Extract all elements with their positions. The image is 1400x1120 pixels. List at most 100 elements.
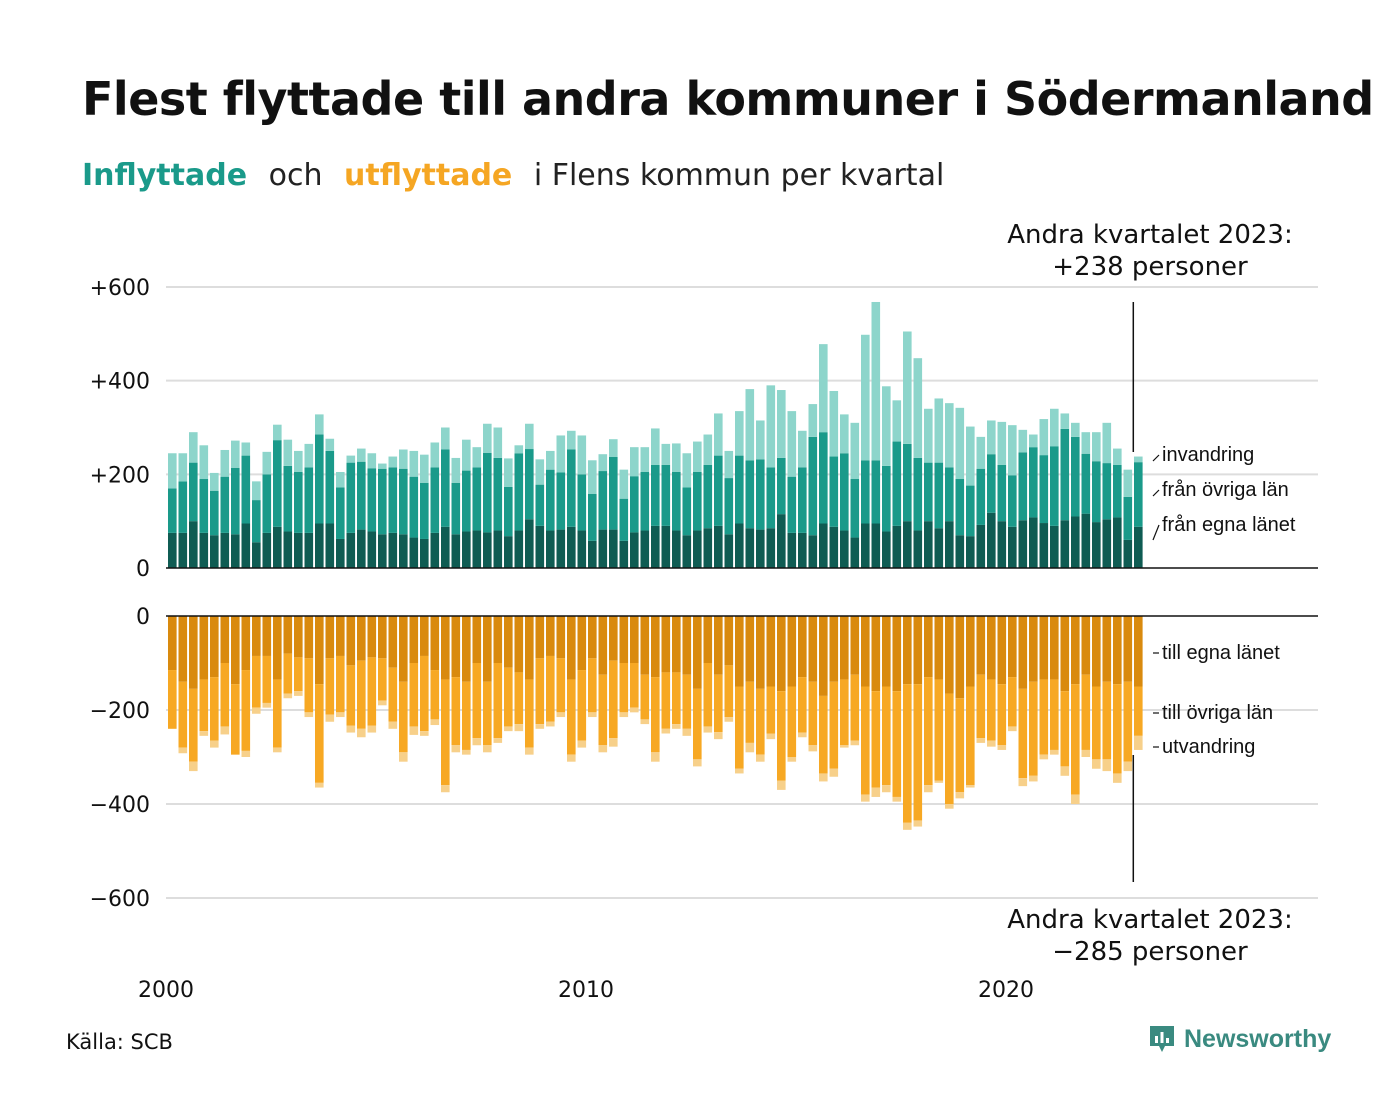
bar-in-invandring bbox=[420, 454, 429, 483]
bar-out-ovriga-lan bbox=[840, 679, 849, 746]
bar-in-invandring bbox=[1050, 408, 1059, 447]
series-label-in: från övriga län bbox=[1162, 479, 1289, 501]
bar-in-egna-lanet bbox=[955, 535, 965, 568]
bar-in-egna-lanet bbox=[609, 529, 618, 568]
bar-out-egna-lanet bbox=[777, 616, 786, 692]
bar-in-ovriga-lan bbox=[787, 476, 797, 533]
bar-out-egna-lanet bbox=[976, 616, 986, 675]
bar-out-ovriga-lan bbox=[262, 655, 272, 703]
bar-in-invandring bbox=[850, 422, 860, 480]
bar-out-utvandring bbox=[1102, 759, 1112, 772]
bar-out-egna-lanet bbox=[987, 616, 996, 680]
bar-in-invandring bbox=[1102, 422, 1112, 464]
bar-out-egna-lanet bbox=[1092, 616, 1101, 687]
bar-in-ovriga-lan bbox=[735, 455, 744, 524]
bar-out-egna-lanet bbox=[1008, 616, 1017, 678]
bar-in-ovriga-lan bbox=[1092, 461, 1101, 523]
bar-in-invandring bbox=[273, 424, 282, 441]
bar-out-utvandring bbox=[514, 724, 524, 732]
bar-in-invandring bbox=[430, 442, 440, 468]
bar-out-utvandring bbox=[304, 712, 314, 718]
bar-out-egna-lanet bbox=[336, 616, 345, 656]
bar-in-invandring bbox=[640, 447, 650, 472]
bar-in-ovriga-lan bbox=[1113, 464, 1122, 518]
bar-in-invandring bbox=[976, 436, 986, 469]
bar-out-utvandring bbox=[777, 780, 786, 790]
bar-out-utvandring bbox=[556, 712, 566, 718]
bar-in-ovriga-lan bbox=[178, 481, 188, 533]
bar-in-invandring bbox=[304, 443, 314, 468]
bar-out-utvandring bbox=[525, 747, 534, 755]
bar-out-utvandring bbox=[1008, 726, 1017, 732]
bar-out-ovriga-lan bbox=[661, 672, 671, 729]
annotation-top-line1: Andra kvartalet 2023: bbox=[1007, 220, 1292, 250]
bar-in-egna-lanet bbox=[336, 538, 345, 568]
bar-in-invandring bbox=[315, 414, 324, 435]
bar-in-invandring bbox=[892, 400, 902, 442]
bar-out-utvandring bbox=[892, 796, 902, 802]
bar-in-invandring bbox=[766, 385, 776, 468]
bar-out-egna-lanet bbox=[451, 616, 461, 678]
bar-in-egna-lanet bbox=[483, 532, 492, 568]
bar-out-utvandring bbox=[640, 719, 650, 725]
bar-in-invandring bbox=[829, 390, 839, 457]
bar-in-ovriga-lan bbox=[609, 457, 618, 530]
series-label-tick bbox=[1152, 454, 1160, 462]
bar-out-egna-lanet bbox=[640, 616, 650, 675]
bar-in-egna-lanet bbox=[630, 532, 639, 568]
bar-in-invandring bbox=[945, 403, 954, 468]
bar-in-ovriga-lan bbox=[325, 450, 335, 524]
bar-out-ovriga-lan bbox=[777, 691, 786, 781]
bar-in-ovriga-lan bbox=[1134, 462, 1143, 527]
bar-in-ovriga-lan bbox=[577, 474, 587, 531]
subtitle-utflyttade: utflyttade bbox=[344, 158, 513, 193]
bar-in-ovriga-lan bbox=[955, 479, 965, 536]
bar-in-egna-lanet bbox=[798, 532, 807, 568]
bar-out-utvandring bbox=[829, 768, 839, 777]
newsworthy-icon bbox=[1150, 1026, 1174, 1052]
bar-out-ovriga-lan bbox=[882, 686, 891, 786]
bar-in-invandring bbox=[462, 439, 471, 471]
bar-in-egna-lanet bbox=[966, 536, 975, 568]
bar-in-ovriga-lan bbox=[451, 482, 461, 535]
bar-in-ovriga-lan bbox=[1060, 428, 1070, 521]
series-label-tick bbox=[1152, 489, 1160, 497]
bar-out-ovriga-lan bbox=[945, 693, 954, 804]
bar-out-ovriga-lan bbox=[1123, 681, 1133, 762]
bar-out-utvandring bbox=[388, 721, 398, 729]
bar-out-utvandring bbox=[756, 754, 765, 762]
bar-in-ovriga-lan bbox=[346, 462, 356, 533]
bar-in-ovriga-lan bbox=[672, 471, 681, 531]
bar-out-utvandring bbox=[252, 707, 261, 714]
bar-out-utvandring bbox=[241, 750, 251, 757]
bar-in-ovriga-lan bbox=[514, 453, 524, 531]
bar-in-egna-lanet bbox=[525, 519, 534, 568]
bar-in-egna-lanet bbox=[378, 534, 387, 568]
bar-out-ovriga-lan bbox=[766, 686, 776, 734]
bar-in-invandring bbox=[724, 450, 734, 479]
bar-out-utvandring bbox=[294, 691, 303, 696]
bar-in-egna-lanet bbox=[1071, 516, 1080, 568]
bar-out-ovriga-lan bbox=[903, 684, 912, 823]
bar-in-egna-lanet bbox=[756, 529, 765, 568]
bar-out-ovriga-lan bbox=[451, 677, 461, 746]
bar-out-ovriga-lan bbox=[231, 684, 240, 755]
bar-in-ovriga-lan bbox=[1008, 475, 1017, 527]
bar-out-ovriga-lan bbox=[934, 679, 944, 781]
bar-in-ovriga-lan bbox=[283, 465, 293, 532]
bar-out-egna-lanet bbox=[1071, 616, 1080, 685]
bar-out-utvandring bbox=[913, 820, 923, 827]
bar-out-egna-lanet bbox=[1039, 616, 1049, 680]
bar-in-ovriga-lan bbox=[399, 468, 408, 535]
bar-out-ovriga-lan bbox=[315, 684, 324, 783]
bar-in-ovriga-lan bbox=[273, 440, 282, 527]
bar-out-utvandring bbox=[945, 804, 954, 809]
bar-out-utvandring bbox=[535, 724, 545, 729]
bar-in-egna-lanet bbox=[735, 523, 744, 568]
bar-out-utvandring bbox=[1134, 735, 1143, 750]
bar-in-ovriga-lan bbox=[703, 464, 713, 529]
bar-out-utvandring bbox=[546, 721, 555, 727]
bar-in-ovriga-lan bbox=[430, 467, 440, 533]
bar-in-invandring bbox=[168, 453, 177, 489]
bar-out-utvandring bbox=[430, 719, 440, 726]
